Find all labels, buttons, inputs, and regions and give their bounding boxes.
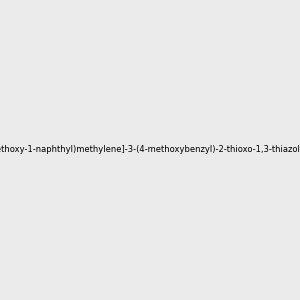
Text: 5-[(2,7-diethoxy-1-naphthyl)methylene]-3-(4-methoxybenzyl)-2-thioxo-1,3-thiazoli: 5-[(2,7-diethoxy-1-naphthyl)methylene]-3…: [0, 146, 300, 154]
